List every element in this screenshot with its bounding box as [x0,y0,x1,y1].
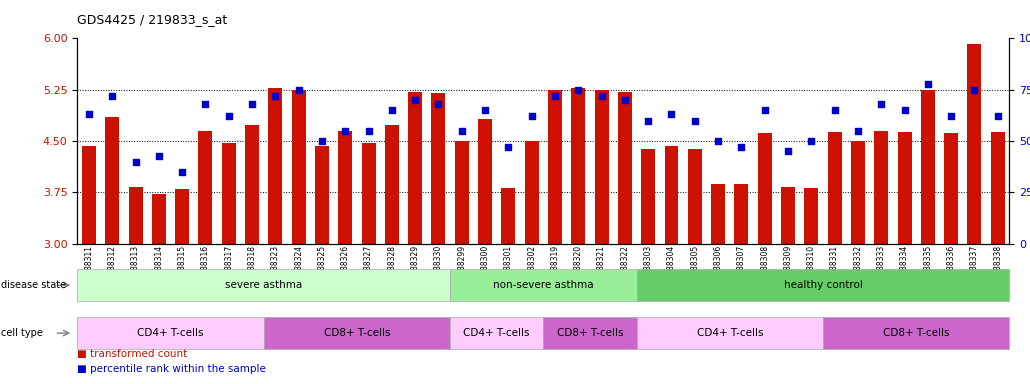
Text: CD8+ T-cells: CD8+ T-cells [883,328,950,338]
Point [990,113,1006,119]
Bar [221,143,236,244]
Text: CD8+ T-cells: CD8+ T-cells [556,328,623,338]
Point [407,97,423,103]
Bar [455,141,469,244]
Bar [618,92,631,244]
Point [896,107,913,113]
Bar [291,90,306,244]
Text: GDS4425 / 219833_s_at: GDS4425 / 219833_s_at [77,13,228,26]
Point [687,118,703,124]
Point [733,144,750,151]
Point [803,138,820,144]
Bar [478,119,492,244]
Bar [175,189,190,244]
Bar [688,149,701,244]
Bar [804,188,818,244]
Point [920,81,936,87]
Bar [269,88,282,244]
Bar [385,125,399,244]
Point [477,107,493,113]
Bar [991,132,1004,244]
Point [267,93,283,99]
Bar [105,117,119,244]
Point [431,101,447,107]
Bar [734,184,749,244]
Bar [524,141,539,244]
Bar [851,141,865,244]
Bar [362,143,376,244]
Text: ■ transformed count: ■ transformed count [77,349,187,359]
Point [663,111,680,118]
Bar [338,131,352,244]
Bar [129,187,142,244]
Bar [664,146,679,244]
Bar [781,187,795,244]
Text: severe asthma: severe asthma [225,280,303,290]
Point [453,128,470,134]
Point [244,101,261,107]
Point [501,144,517,151]
Point [617,97,633,103]
Point [756,107,772,113]
Point [150,152,167,159]
Bar [921,90,935,244]
Point [523,113,540,119]
Text: CD4+ T-cells: CD4+ T-cells [464,328,530,338]
Point [360,128,377,134]
Point [710,138,726,144]
Bar [315,146,329,244]
Point [174,169,191,175]
Point [80,111,97,118]
Point [128,159,144,165]
Bar [897,132,912,244]
Point [780,148,796,154]
Bar [432,93,445,244]
Text: CD4+ T-cells: CD4+ T-cells [696,328,763,338]
Bar [199,131,212,244]
Bar [945,133,958,244]
Point [220,113,237,119]
Bar [572,88,585,244]
Text: CD4+ T-cells: CD4+ T-cells [137,328,204,338]
Bar [245,125,259,244]
Bar [502,188,515,244]
Text: disease state: disease state [1,280,66,290]
Text: cell type: cell type [1,328,43,338]
Point [640,118,656,124]
Point [547,93,563,99]
Bar [408,92,422,244]
Point [966,87,983,93]
Point [826,107,843,113]
Bar [82,146,96,244]
Bar [642,149,655,244]
Bar [548,90,562,244]
Bar [151,194,166,244]
Bar [967,44,982,244]
Point [942,113,959,119]
Point [337,128,353,134]
Point [104,93,121,99]
Point [593,93,610,99]
Text: non-severe asthma: non-severe asthma [493,280,593,290]
Point [850,128,866,134]
Text: healthy control: healthy control [784,280,862,290]
Point [383,107,400,113]
Bar [758,133,771,244]
Text: CD8+ T-cells: CD8+ T-cells [323,328,390,338]
Bar [594,90,609,244]
Point [314,138,331,144]
Point [873,101,890,107]
Text: ■ percentile rank within the sample: ■ percentile rank within the sample [77,364,266,374]
Bar [874,131,888,244]
Point [197,101,213,107]
Bar [711,184,725,244]
Point [290,87,307,93]
Bar [828,132,842,244]
Point [570,87,586,93]
